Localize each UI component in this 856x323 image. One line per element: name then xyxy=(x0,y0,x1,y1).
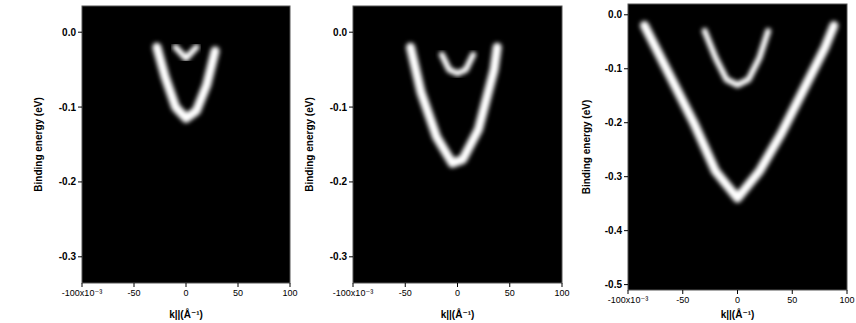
x-tick-label: 100 xyxy=(282,288,297,298)
x-tick xyxy=(82,283,83,287)
x-tick xyxy=(792,290,793,294)
y-tick-label: -0.3 xyxy=(330,251,348,262)
y-tick xyxy=(624,176,628,177)
x-tick-label: 50 xyxy=(505,288,515,298)
x-tick-label: 100 xyxy=(839,295,854,305)
y-tick-label: 0.0 xyxy=(608,9,622,20)
y-tick-label: -0.2 xyxy=(59,176,77,187)
band xyxy=(176,47,197,58)
x-tick-label: 0 xyxy=(455,288,460,298)
figure: -100x10⁻³ -50 0 50 100 0.0 -0.1 -0.2 -0.3 k||(Å⁻¹… xyxy=(0,0,856,323)
band xyxy=(705,31,769,85)
x-tick xyxy=(405,283,406,287)
plot-area xyxy=(353,6,562,283)
x-tick-label: -100x10⁻³ xyxy=(608,295,648,305)
y-tick-label: -0.5 xyxy=(605,279,623,290)
y-tick-label: -0.1 xyxy=(59,102,77,113)
y-tick-label: -0.2 xyxy=(330,176,348,187)
band xyxy=(644,26,833,199)
y-tick-label: 0.0 xyxy=(333,27,347,38)
y-tick-label: 0.0 xyxy=(62,27,76,38)
band xyxy=(410,47,497,163)
panel: -100x10⁻³ -50 0 50 100 0.0 -0.1 -0.2 -0.3 k||(Å⁻¹… xyxy=(304,6,570,320)
y-tick-label: -0.1 xyxy=(605,63,623,74)
y-tick-label: -0.1 xyxy=(330,102,348,113)
x-tick-label: -100x10⁻³ xyxy=(62,288,102,298)
x-tick-label: 0 xyxy=(183,288,188,298)
x-tick-label: -100x10⁻³ xyxy=(333,288,373,298)
x-tick-label: 50 xyxy=(233,288,243,298)
plot-area xyxy=(82,6,290,283)
x-tick xyxy=(562,283,563,287)
bands xyxy=(157,47,215,118)
band xyxy=(157,47,215,118)
x-tick xyxy=(238,283,239,287)
x-tick xyxy=(847,290,848,294)
x-tick xyxy=(353,283,354,287)
bands xyxy=(644,26,833,199)
x-tick xyxy=(134,283,135,287)
y-tick-label: -0.3 xyxy=(605,171,623,182)
x-tick xyxy=(509,283,510,287)
y-tick xyxy=(624,284,628,285)
y-tick xyxy=(349,256,353,257)
y-axis-title: Binding energy (eV) xyxy=(33,97,44,191)
panel: -100x10⁻³ -50 0 50 100 0.0 -0.1 -0.2 -0.3 k||(Å⁻¹… xyxy=(33,6,298,320)
x-tick-label: -50 xyxy=(399,288,412,298)
y-tick xyxy=(78,107,82,108)
y-axis-title: Binding energy (eV) xyxy=(304,97,315,191)
band xyxy=(442,55,473,74)
panel: -100x10⁻³ -50 0 50 100 0.0 -0.1 -0.2 -0.3 -0.4 -0.… xyxy=(581,4,855,320)
y-tick xyxy=(78,181,82,182)
x-axis-title: k||(Å⁻¹) xyxy=(169,308,203,320)
bands xyxy=(410,47,497,163)
y-tick-label: -0.3 xyxy=(59,251,77,262)
y-tick xyxy=(624,122,628,123)
plot-area xyxy=(628,4,847,290)
y-tick xyxy=(78,256,82,257)
y-tick xyxy=(78,32,82,33)
x-tick xyxy=(186,283,187,287)
x-tick-label: -50 xyxy=(127,288,140,298)
y-tick xyxy=(349,32,353,33)
x-tick-label: 50 xyxy=(787,295,797,305)
x-tick-label: -50 xyxy=(676,295,689,305)
x-tick-label: 0 xyxy=(735,295,740,305)
y-axis-title: Binding energy (eV) xyxy=(581,100,592,194)
y-tick xyxy=(349,107,353,108)
x-tick xyxy=(457,283,458,287)
y-tick xyxy=(624,68,628,69)
x-tick xyxy=(682,290,683,294)
x-axis-title: k||(Å⁻¹) xyxy=(721,308,755,320)
x-tick xyxy=(628,290,629,294)
x-tick xyxy=(737,290,738,294)
x-axis-title: k||(Å⁻¹) xyxy=(441,308,475,320)
x-tick-label: 100 xyxy=(554,288,569,298)
x-tick xyxy=(290,283,291,287)
y-tick xyxy=(349,181,353,182)
y-tick-label: -0.4 xyxy=(605,225,623,236)
y-tick-label: -0.2 xyxy=(605,117,623,128)
y-tick xyxy=(624,14,628,15)
y-tick xyxy=(624,230,628,231)
